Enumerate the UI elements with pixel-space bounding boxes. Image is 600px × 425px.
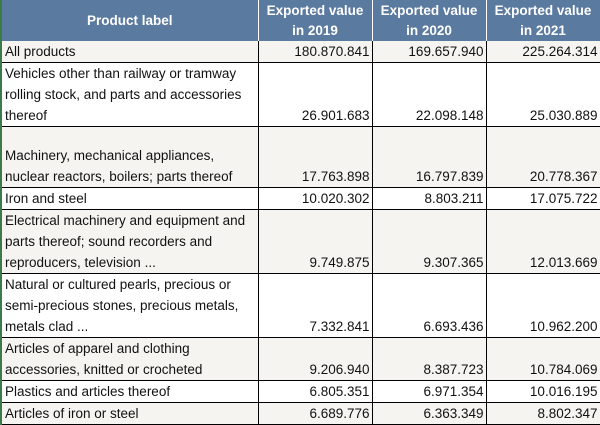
value-2021-cell: 10.016.195	[486, 380, 600, 403]
table-row: Vehicles other than railway or tramway r…	[1, 62, 600, 127]
value-2020-cell: 6.971.354	[372, 380, 487, 403]
header-2020: Exported value in 2020	[372, 0, 487, 41]
value-2021-cell: 225.264.314	[486, 41, 600, 63]
product-label-cell: Plastics and articles thereof	[1, 380, 259, 403]
value-2019-cell: 26.901.683	[258, 62, 373, 127]
value-2020-cell: 6.693.436	[372, 273, 487, 338]
value-2021-cell: 12.013.669	[486, 209, 600, 274]
header-text: in 2021	[520, 22, 566, 38]
value-2021-cell: 10.962.200	[486, 273, 600, 338]
value-2019-cell: 7.332.841	[258, 273, 373, 338]
value-2019-cell: 6.689.776	[258, 402, 373, 425]
table-row: Electrical machinery and equipment and p…	[1, 209, 600, 274]
table-row: Natural or cultured pearls, precious or …	[1, 273, 600, 338]
value-2020-cell: 22.098.148	[372, 62, 487, 127]
value-2020-cell: 8.387.723	[372, 337, 487, 381]
value-2021-cell: 25.030.889	[486, 62, 600, 127]
header-text: in 2019	[292, 22, 338, 38]
header-text: Exported value	[494, 2, 592, 18]
value-2020-cell: 16.797.839	[372, 126, 487, 188]
header-2021: Exported value in 2021	[486, 0, 600, 41]
table-row: Plastics and articles thereof 6.805.351 6.…	[1, 380, 600, 403]
table-row: Machinery, mechanical appliances, nuclea…	[1, 126, 600, 188]
header-text: in 2020	[406, 22, 452, 38]
value-2020-cell: 9.307.365	[372, 209, 487, 274]
header-text: Product label	[86, 12, 173, 28]
value-2020-cell: 6.363.349	[372, 402, 487, 425]
value-2021-cell: 20.778.367	[486, 126, 600, 188]
value-2021-cell: 17.075.722	[486, 187, 600, 210]
product-label-cell: Machinery, mechanical appliances, nuclea…	[1, 126, 259, 188]
product-label-cell: Natural or cultured pearls, precious or …	[1, 273, 259, 338]
header-row: Product label Exported value in 2019 Expo…	[1, 0, 600, 41]
header-text: Exported value	[380, 2, 478, 18]
table-row: Iron and steel 10.020.302 8.803.211 17.075.…	[1, 187, 600, 210]
product-label-cell: Iron and steel	[1, 187, 259, 210]
value-2019-cell: 180.870.841	[258, 41, 373, 63]
value-2019-cell: 9.749.875	[258, 209, 373, 274]
value-2020-cell: 8.803.211	[372, 187, 487, 210]
value-2019-cell: 9.206.940	[258, 337, 373, 381]
table-row: Articles of apparel and clothing accesso…	[1, 337, 600, 381]
value-2021-cell: 8.802.347	[486, 402, 600, 425]
header-text: Exported value	[266, 2, 364, 18]
table-row: Articles of iron or steel 6.689.776 6.363.…	[1, 402, 600, 425]
product-label-cell: Articles of iron or steel	[1, 402, 259, 425]
value-2019-cell: 17.763.898	[258, 126, 373, 188]
product-label-cell: Vehicles other than railway or tramway r…	[1, 62, 259, 127]
value-2021-cell: 10.784.069	[486, 337, 600, 381]
value-2020-cell: 169.657.940	[372, 41, 487, 63]
header-2019: Exported value in 2019	[258, 0, 373, 41]
product-label-cell: All products	[1, 41, 259, 63]
value-2019-cell: 10.020.302	[258, 187, 373, 210]
table-row: All products 180.870.841 169.657.940 225.26…	[1, 41, 600, 63]
product-label-cell: Electrical machinery and equipment and p…	[1, 209, 259, 274]
value-2019-cell: 6.805.351	[258, 380, 373, 403]
header-product-label: Product label	[1, 0, 259, 41]
product-label-cell: Articles of apparel and clothing accesso…	[1, 337, 259, 381]
